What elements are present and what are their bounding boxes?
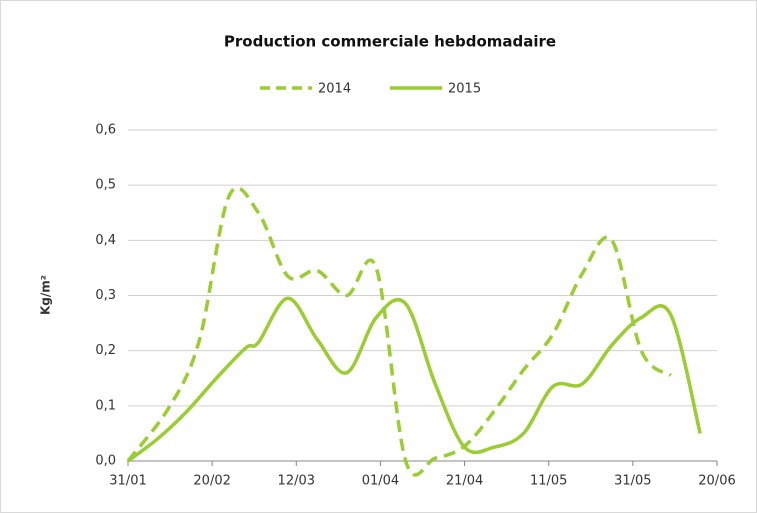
x-tick-label: 31/05 [614, 474, 651, 489]
y-tick-label: 0,2 [95, 343, 116, 358]
legend-label: 2015 [448, 82, 481, 97]
y-tick-label: 0,6 [95, 123, 116, 138]
y-tick-label: 0,4 [95, 233, 116, 248]
x-tick-label: 31/01 [109, 474, 146, 489]
x-tick-label: 11/05 [530, 474, 567, 489]
y-tick-label: 0,5 [95, 178, 116, 193]
x-tick-label: 12/03 [278, 474, 315, 489]
y-tick-label: 0,1 [95, 398, 116, 413]
x-tick-label: 21/04 [446, 474, 483, 489]
y-tick-label: 0,3 [95, 288, 116, 303]
x-tick-label: 20/06 [698, 474, 735, 489]
x-tick-label: 01/04 [362, 474, 399, 489]
y-axis-label: Kg/m² [39, 275, 53, 315]
chart-title: Production commerciale hebdomadaire [224, 33, 556, 51]
y-tick-label: 0,0 [95, 454, 116, 469]
series-line [126, 186, 672, 477]
x-tick-label: 20/02 [193, 474, 230, 489]
series-line [126, 296, 702, 463]
legend-label: 2014 [318, 82, 351, 97]
